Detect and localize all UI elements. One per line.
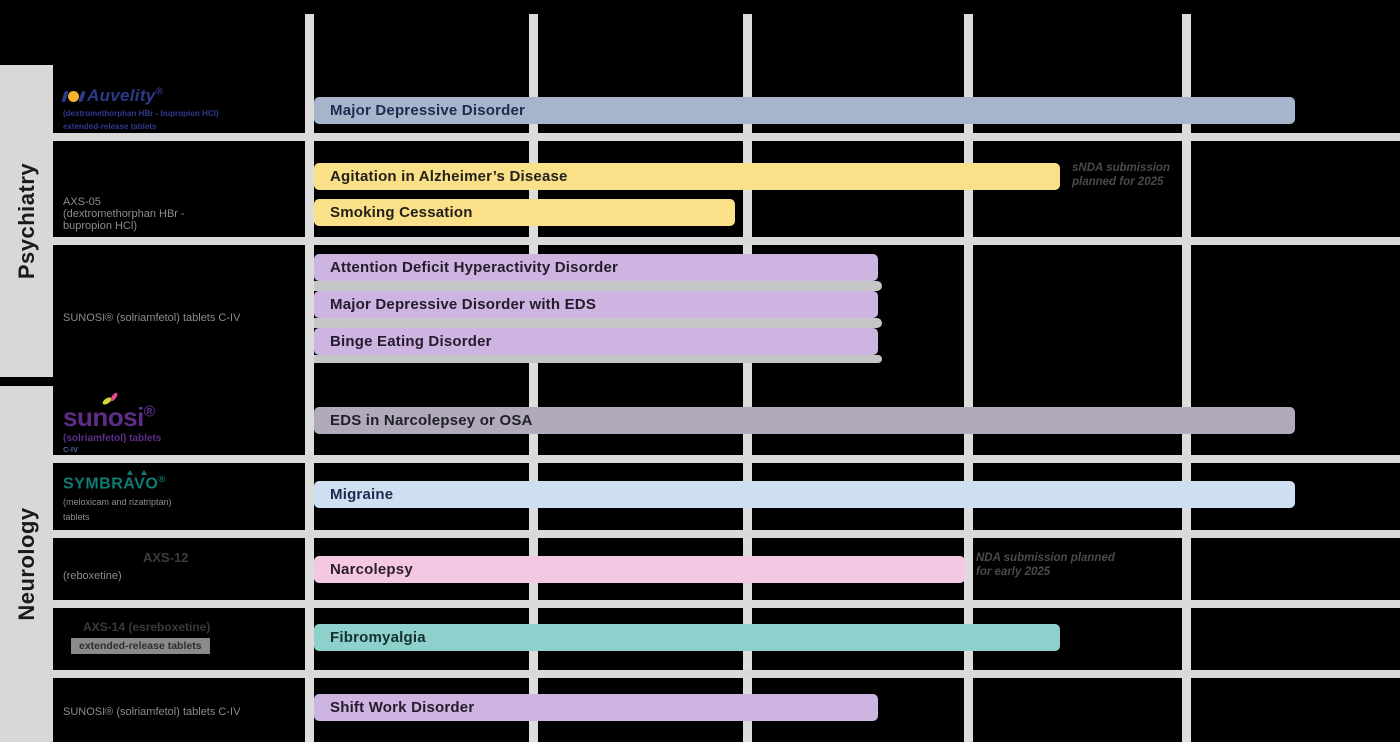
section-label-neurology: Neurology <box>13 507 39 621</box>
symbravo-accent-icon <box>141 470 148 475</box>
row-separator <box>53 133 1400 141</box>
symbravo-generic-name: (meloxicam and rizatriptan) <box>63 497 172 508</box>
indication-bar-adhd: Attention Deficit Hyperactivity Disorder <box>314 254 878 281</box>
sun-icon <box>68 90 79 102</box>
axs05-generic-line1: (dextromethorphan HBr - <box>63 208 185 220</box>
narcolepsy-note-line2: for early 2025 <box>976 566 1051 578</box>
bar-backdrop-strip <box>314 281 882 291</box>
phase-column-divider <box>529 14 538 742</box>
section-label-psychiatry: Psychiatry <box>13 162 39 280</box>
symbravo-accent-icon <box>126 470 133 475</box>
product-axs12: AXS-12 (reboxetine) <box>63 550 303 582</box>
product-solriamfetol-neurology: SUNOSI® (solriamfetol) tablets C-IV <box>63 706 303 718</box>
narcolepsy-note-line1: NDA submission planned <box>976 552 1115 564</box>
phase-column-divider <box>964 14 973 742</box>
indication-bar-smoking: Smoking Cessation <box>314 199 735 226</box>
auvelity-dosage-form: extended-release tablets <box>63 121 157 131</box>
product-symbravo: SYMBRAVO® (meloxicam and rizatriptan) ta… <box>63 470 303 522</box>
indication-bar-narcolepsy: Narcolepsy <box>314 556 965 583</box>
indication-bar-bed: Binge Eating Disorder <box>314 328 878 355</box>
sunosi-logo: sunosi® <box>63 392 155 432</box>
bar-backdrop-strip <box>314 318 882 328</box>
axs12-generic-name: (reboxetine) <box>63 570 122 582</box>
axs05-name: AXS-05 <box>63 196 101 208</box>
bar-backdrop-strip <box>314 355 882 363</box>
product-solriamfetol-psychiatry: SUNOSI® (solriamfetol) tablets C-IV <box>63 312 303 324</box>
auvelity-generic-name: (dextromethorphan HBr - bupropion HCl) <box>63 109 219 118</box>
indication-bar-fibromyalgia: Fibromyalgia <box>314 624 1060 651</box>
phase-column-divider <box>305 14 314 742</box>
sunosi-generic-name: (solriamfetol) tablets <box>63 432 162 444</box>
sunosi-brand-name: sunosi® <box>63 401 155 432</box>
indication-bar-eds-nt1-osa: EDS in Narcolepsey or OSA <box>314 407 1295 434</box>
auvelity-logo: Auvelity® <box>61 86 303 106</box>
section-band-psychiatry: Psychiatry <box>0 65 53 377</box>
auvelity-brand-name: Auvelity® <box>87 86 164 105</box>
auvelity-sunrise-icon <box>61 90 86 102</box>
product-sunosi: sunosi® (solriamfetol) tablets C-IV <box>63 392 303 454</box>
product-axs14: AXS-14 (esreboxetine) extended-release t… <box>63 620 303 654</box>
product-auvelity: Auvelity® (dextromethorphan HBr - buprop… <box>61 86 303 131</box>
axs12-name: AXS-12 <box>143 550 189 565</box>
narcolepsy-note: NDA submission planned for early 2025 <box>976 551 1115 579</box>
axs14-name: AXS-14 (esreboxetine) <box>83 620 211 634</box>
axs05-generic-line2: bupropion HCl) <box>63 220 137 232</box>
sunosi-leaf-icon <box>102 392 118 405</box>
sunosi-schedule: C-IV <box>63 444 78 454</box>
row-separator <box>53 455 1400 463</box>
indication-bar-swd: Shift Work Disorder <box>314 694 878 721</box>
row-separator <box>53 530 1400 538</box>
symbravo-dosage-form: tablets <box>63 511 90 522</box>
indication-bar-migraine: Migraine <box>314 481 1295 508</box>
symbravo-logo: SYMBRAVO® <box>63 470 166 493</box>
product-axs05: AXS-05 (dextromethorphan HBr - bupropion… <box>63 196 303 232</box>
agitation-note: sNDA submission planned for 2025 <box>1072 161 1170 189</box>
indication-bar-agitation: Agitation in Alzheimer’s Disease <box>314 163 1060 190</box>
row-separator <box>53 600 1400 608</box>
agitation-note-line2: planned for 2025 <box>1072 176 1164 188</box>
axs14-dosage-chip: extended-release tablets <box>71 638 210 654</box>
solriamfetol-label: SUNOSI® (solriamfetol) tablets C-IV <box>63 706 241 718</box>
solriamfetol-label: SUNOSI® (solriamfetol) tablets C-IV <box>63 312 241 324</box>
row-separator <box>53 670 1400 678</box>
phase-column-divider <box>1182 14 1191 742</box>
indication-bar-mdd-eds: Major Depressive Disorder with EDS <box>314 291 878 318</box>
section-band-neurology: Neurology <box>0 386 53 742</box>
phase-column-divider <box>743 14 752 742</box>
indication-bar-mdd: Major Depressive Disorder <box>314 97 1295 124</box>
row-separator <box>53 237 1400 245</box>
agitation-note-line1: sNDA submission <box>1072 162 1170 174</box>
